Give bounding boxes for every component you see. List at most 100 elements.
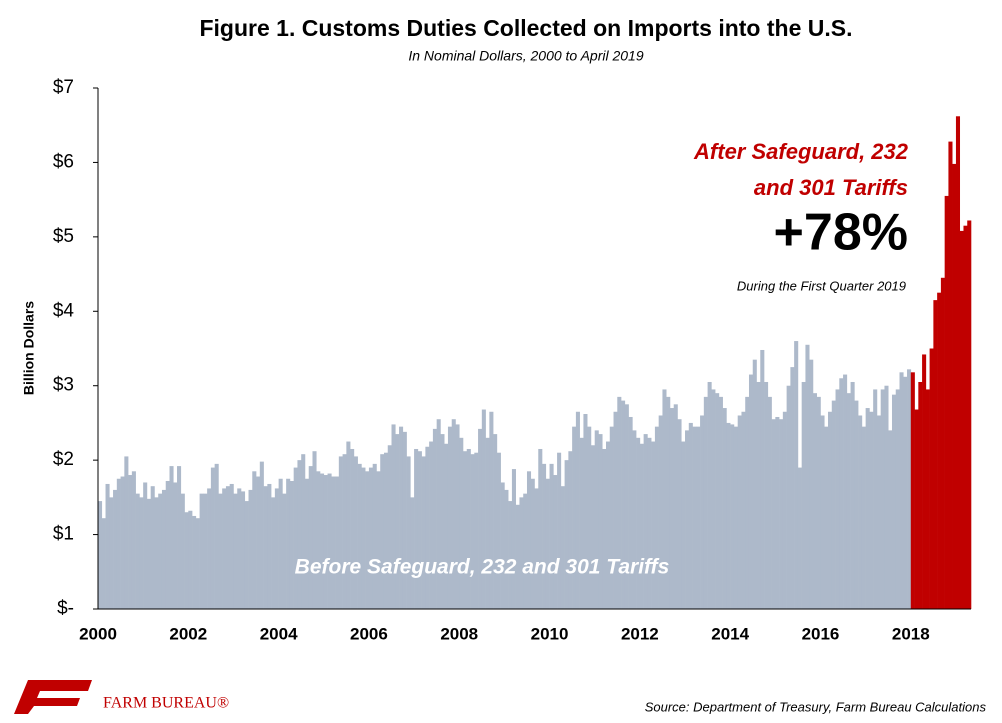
bar [865, 408, 870, 609]
bar [248, 489, 253, 609]
bar [331, 476, 336, 609]
bar [244, 501, 249, 609]
bar [478, 428, 483, 609]
bar [357, 463, 362, 609]
bar [805, 344, 810, 609]
bar [895, 389, 900, 609]
bar [346, 441, 351, 609]
bar [342, 454, 347, 609]
bar [617, 396, 622, 609]
bar [846, 393, 851, 609]
bar [192, 515, 197, 609]
bar [526, 471, 532, 609]
bar [116, 478, 121, 609]
bar [124, 456, 129, 609]
bar [722, 408, 727, 609]
bar [383, 452, 389, 609]
bar [368, 467, 373, 609]
y-tick-label: $- [57, 598, 74, 619]
bar [662, 389, 667, 609]
bar [297, 460, 302, 609]
bar [760, 349, 765, 609]
bar [274, 488, 279, 609]
y-tick-label: $3 [53, 375, 74, 396]
bar [692, 426, 697, 609]
bar [432, 428, 437, 609]
bar [824, 426, 829, 609]
bar [963, 225, 968, 609]
bar [98, 501, 103, 609]
x-tick-label: 2002 [169, 624, 207, 643]
bar [252, 471, 257, 609]
bar [869, 411, 874, 609]
bar [711, 389, 716, 609]
bar [812, 393, 818, 609]
bar [158, 493, 163, 609]
bar [489, 411, 494, 609]
bar [737, 415, 742, 609]
bar [256, 476, 261, 609]
bar [267, 483, 272, 609]
bar [447, 426, 453, 609]
bar [466, 448, 471, 609]
bar [929, 348, 934, 609]
bar [918, 381, 923, 609]
bar [888, 430, 893, 609]
bar [199, 493, 204, 609]
annotation: and 301 Tariffs [754, 175, 908, 200]
plot: $- $1 $2 $3 $4 $5 $6 $7 2000 2002 2004 2006 2008 2010… [53, 77, 972, 643]
bar [944, 195, 949, 609]
bar [651, 441, 656, 609]
bar [730, 424, 735, 609]
bar [308, 466, 313, 609]
bar [899, 372, 904, 609]
bar [387, 445, 392, 609]
bar [350, 448, 355, 609]
bar [380, 454, 385, 609]
bar [188, 510, 193, 609]
bar [327, 473, 332, 609]
bar [948, 141, 953, 610]
bar [914, 409, 919, 609]
bar [143, 482, 148, 609]
bar [703, 396, 708, 609]
bar [222, 488, 227, 609]
bar [312, 451, 317, 609]
bar [767, 396, 772, 609]
bar [120, 476, 125, 609]
x-tick-label: 2008 [440, 624, 478, 643]
bar [451, 419, 456, 609]
x-tick-label: 2014 [711, 624, 749, 643]
bar [508, 501, 513, 609]
bar [101, 518, 106, 609]
bar [741, 411, 746, 609]
bar [669, 408, 675, 609]
bar [707, 381, 712, 609]
bar [835, 389, 840, 609]
bar [414, 448, 419, 609]
bar [485, 437, 490, 609]
bar [131, 471, 136, 609]
bar [150, 486, 155, 609]
bar [575, 411, 580, 609]
y-tick-label: $2 [53, 449, 74, 470]
bar [560, 486, 565, 609]
bar [335, 476, 340, 609]
bar [602, 448, 607, 609]
bar [925, 389, 930, 609]
bar [952, 163, 957, 609]
bar [658, 415, 663, 609]
bar [372, 463, 377, 609]
source-note: Source: Department of Treasury, Farm Bur… [645, 699, 987, 714]
bar [515, 504, 520, 609]
bar [955, 116, 961, 609]
bar [154, 497, 159, 609]
bar [843, 374, 848, 609]
annotation: Before Safeguard, 232 and 301 Tariffs [295, 556, 670, 579]
bar [545, 478, 550, 609]
bar [700, 415, 705, 609]
bar [195, 518, 200, 609]
bar [639, 443, 644, 609]
bar [440, 434, 445, 609]
bar [481, 409, 486, 609]
